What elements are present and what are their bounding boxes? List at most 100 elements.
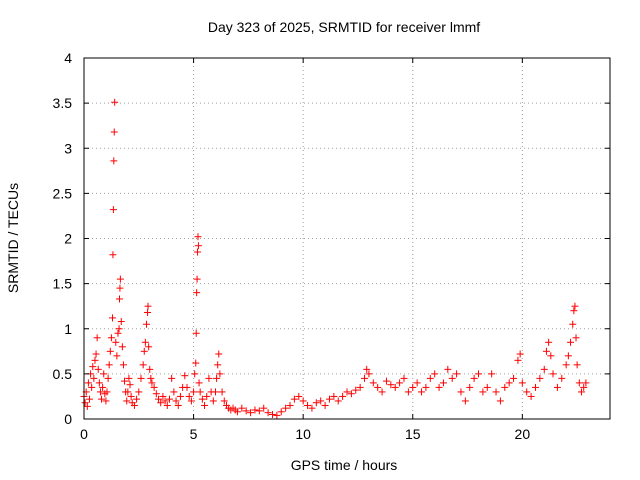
data-point	[488, 370, 496, 378]
data-point	[106, 347, 114, 355]
data-point	[558, 374, 566, 382]
y-tick-label: 0.5	[53, 366, 73, 382]
data-point	[118, 343, 126, 351]
data-point	[356, 383, 364, 391]
data-point	[155, 395, 163, 403]
data-point	[104, 374, 112, 382]
data-point	[545, 338, 553, 346]
data-point	[114, 329, 122, 337]
data-point	[174, 401, 182, 409]
data-point	[264, 409, 272, 417]
data-point	[422, 383, 430, 391]
data-point	[146, 365, 154, 373]
data-point	[93, 334, 101, 342]
data-point	[163, 401, 171, 409]
data-point	[107, 334, 115, 342]
data-point	[183, 383, 191, 391]
data-point	[505, 379, 513, 387]
data-point	[510, 374, 518, 382]
data-point	[92, 350, 100, 358]
data-point	[580, 383, 588, 391]
data-point	[242, 407, 250, 415]
data-point	[365, 370, 373, 378]
data-point	[334, 397, 342, 405]
data-point	[273, 411, 281, 419]
data-point	[187, 397, 195, 405]
data-point	[251, 406, 259, 414]
x-tick-label: 15	[405, 426, 421, 442]
data-point	[216, 370, 224, 378]
data-point	[110, 157, 118, 165]
data-point	[290, 395, 298, 403]
data-point	[109, 206, 117, 214]
data-point	[121, 377, 129, 385]
data-point	[125, 374, 133, 382]
data-point	[531, 383, 539, 391]
data-point	[470, 374, 478, 382]
data-point	[95, 379, 103, 387]
data-point	[409, 383, 417, 391]
data-point	[514, 356, 522, 364]
data-point	[439, 379, 447, 387]
data-point	[295, 392, 303, 400]
data-point	[268, 410, 276, 418]
data-point	[195, 379, 203, 387]
data-point	[148, 379, 156, 387]
data-point	[325, 395, 333, 403]
data-point	[115, 325, 123, 333]
data-point	[181, 372, 189, 380]
data-point	[571, 302, 579, 310]
chart-title: Day 323 of 2025, SRMTID for receiver lmm…	[208, 19, 480, 35]
data-point	[330, 392, 338, 400]
data-point	[317, 397, 325, 405]
data-point	[112, 338, 120, 346]
data-point	[448, 374, 456, 382]
data-point	[391, 383, 399, 391]
data-point	[213, 374, 221, 382]
y-tick-label: 4	[64, 50, 72, 66]
data-point	[110, 128, 118, 136]
data-point	[527, 392, 535, 400]
data-point	[130, 401, 138, 409]
data-point	[201, 401, 209, 409]
x-tick-label: 10	[295, 426, 311, 442]
data-point	[575, 379, 583, 387]
data-point	[145, 343, 153, 351]
data-point	[536, 374, 544, 382]
data-point	[343, 388, 351, 396]
data-point	[374, 383, 382, 391]
data-point	[190, 388, 198, 396]
data-point	[461, 397, 469, 405]
data-point	[413, 379, 421, 387]
data-point	[220, 397, 228, 405]
data-point	[135, 388, 143, 396]
data-point	[152, 390, 160, 398]
y-tick-label: 2	[64, 231, 72, 247]
data-point	[144, 309, 152, 317]
data-point	[570, 307, 578, 315]
data-point	[126, 381, 134, 389]
data-point	[321, 401, 329, 409]
data-point	[205, 374, 213, 382]
data-point	[404, 388, 412, 396]
data-point	[363, 365, 371, 373]
data-point	[339, 392, 347, 400]
data-point	[492, 388, 500, 396]
data-point	[382, 377, 390, 385]
data-point	[172, 397, 180, 405]
data-points	[80, 98, 590, 419]
y-tick-label: 3.5	[53, 95, 73, 111]
data-point	[426, 374, 434, 382]
data-point	[308, 404, 316, 412]
x-tick-label: 0	[80, 426, 88, 442]
data-point	[105, 361, 113, 369]
data-point	[299, 397, 307, 405]
data-point	[466, 383, 474, 391]
data-point	[547, 352, 555, 360]
data-point	[562, 361, 570, 369]
data-point	[453, 370, 461, 378]
data-point	[123, 397, 131, 405]
data-point	[113, 352, 121, 360]
plot-frame	[83, 57, 611, 420]
data-point	[91, 356, 99, 364]
